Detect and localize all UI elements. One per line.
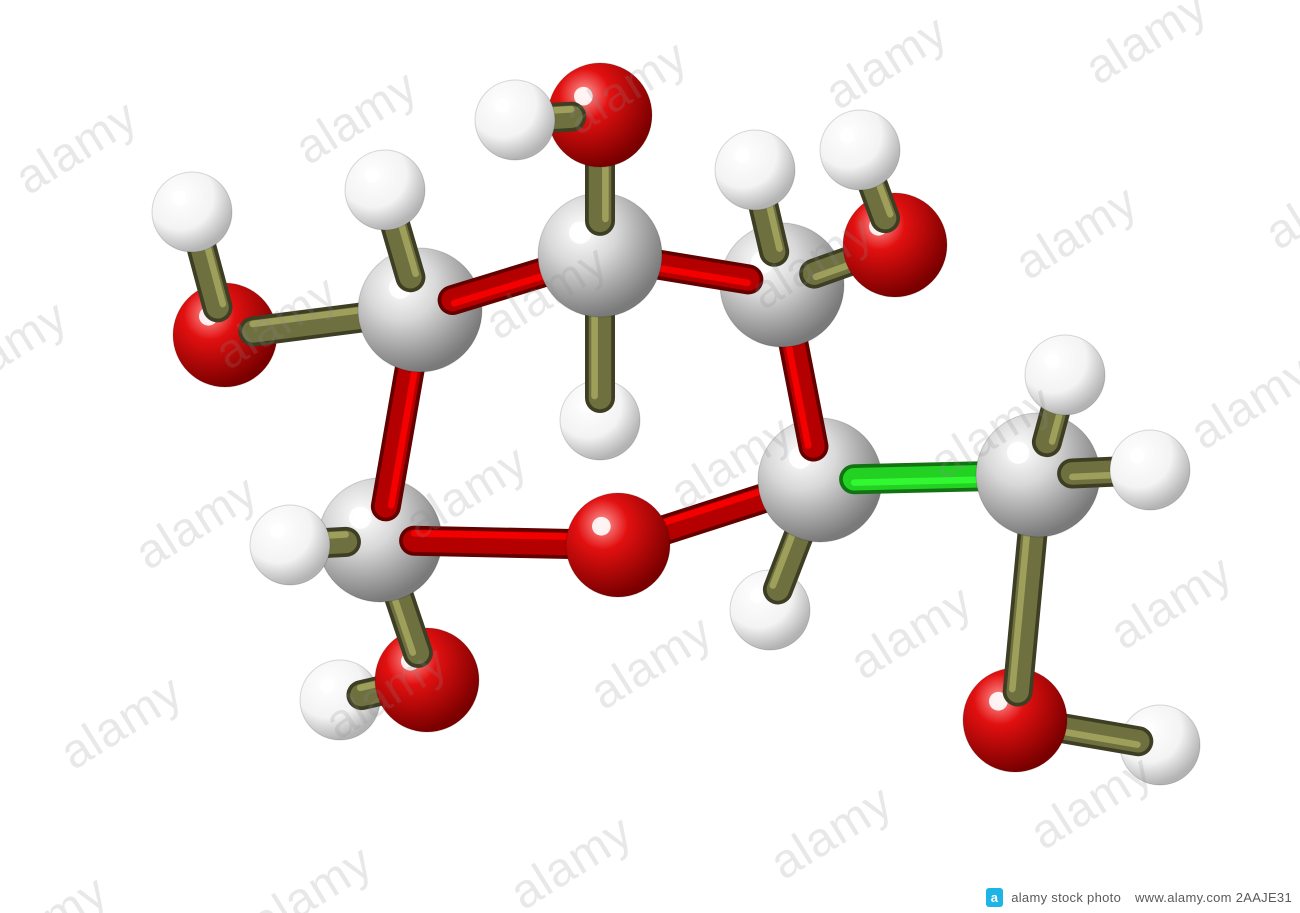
atom-H4b-highlight: [840, 128, 854, 142]
atom-H4a: [715, 130, 795, 210]
attribution-site: alamy stock photo: [1011, 890, 1121, 905]
molecule-diagram-stage: alamyalamyalamyalamyalamyalamyalamyalamy…: [0, 0, 1300, 913]
atom-O_ring: [566, 493, 670, 597]
atom-H6b-highlight: [1130, 448, 1144, 462]
atom-C1-highlight: [349, 507, 371, 529]
atom-H6a: [1025, 335, 1105, 415]
atom-H3b: [475, 80, 555, 160]
atom-H3b-highlight: [495, 98, 509, 112]
atom-H2a-highlight: [365, 168, 379, 182]
atom-H4a-highlight: [735, 148, 749, 162]
atom-H4b: [820, 110, 900, 190]
atom-O_ring-highlight: [592, 517, 611, 536]
atom-H2b-highlight: [172, 190, 186, 204]
atom-C6-highlight: [1007, 442, 1029, 464]
attribution-footer: a alamy stock photo www.alamy.com 2AAJE3…: [986, 888, 1292, 907]
atom-H6b: [1110, 430, 1190, 510]
bond-O_ring-C1: [414, 533, 589, 544]
atom-H2b: [152, 172, 232, 252]
atom-H2a: [345, 150, 425, 230]
molecule-svg: [0, 0, 1300, 913]
atom-H1a-highlight: [270, 523, 284, 537]
atom-H6a-highlight: [1045, 353, 1059, 367]
attribution-code: www.alamy.com 2AAJE31: [1135, 890, 1292, 905]
atom-H5a-highlight: [750, 588, 764, 602]
atom-H1b-highlight: [320, 678, 334, 692]
alamy-logo-icon: a: [986, 888, 1004, 907]
atom-H1a: [250, 505, 330, 585]
